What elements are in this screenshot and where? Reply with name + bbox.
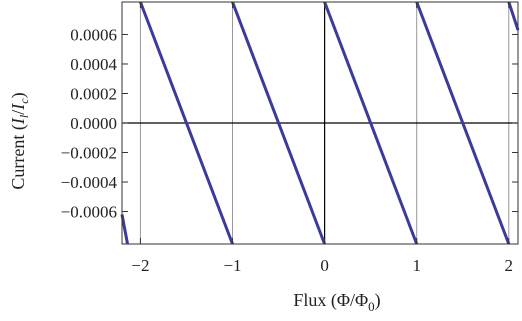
y-tick-label: −0.0004	[61, 173, 118, 192]
y-tick-label: −0.0002	[61, 144, 117, 163]
series-layer	[120, 1, 520, 245]
series-segment-3	[231, 1, 327, 245]
series-segment-5	[415, 1, 511, 245]
series-segment-1	[120, 214, 130, 245]
x-tick-label: 1	[412, 256, 421, 275]
x-tick-labels: −2 −1 0 1 2	[131, 256, 513, 275]
y-tick-label: 0.0000	[70, 114, 117, 133]
x-tick-label: −1	[223, 256, 241, 275]
y-tick-label: 0.0002	[70, 84, 117, 103]
y-tick-label: 0.0004	[70, 55, 117, 74]
x-tick-label: 2	[505, 256, 514, 275]
series-segment-2	[139, 1, 234, 245]
y-tick-label: 0.0006	[70, 25, 117, 44]
x-tick-label: 0	[320, 256, 329, 275]
tick-layer	[122, 2, 518, 244]
y-tick-labels: 0.0006 0.0004 0.0002 0.0000 −0.0002 −0.0004 −0…	[61, 25, 118, 221]
series-segment-6	[507, 1, 520, 31]
y-axis-label: Current (Il/Ic)	[8, 92, 31, 189]
x-tick-label: −2	[131, 256, 149, 275]
series-segment-4	[323, 1, 419, 245]
y-tick-label: −0.0006	[61, 203, 117, 222]
x-axis-label: Flux (Φ/Φ0)	[293, 290, 380, 314]
